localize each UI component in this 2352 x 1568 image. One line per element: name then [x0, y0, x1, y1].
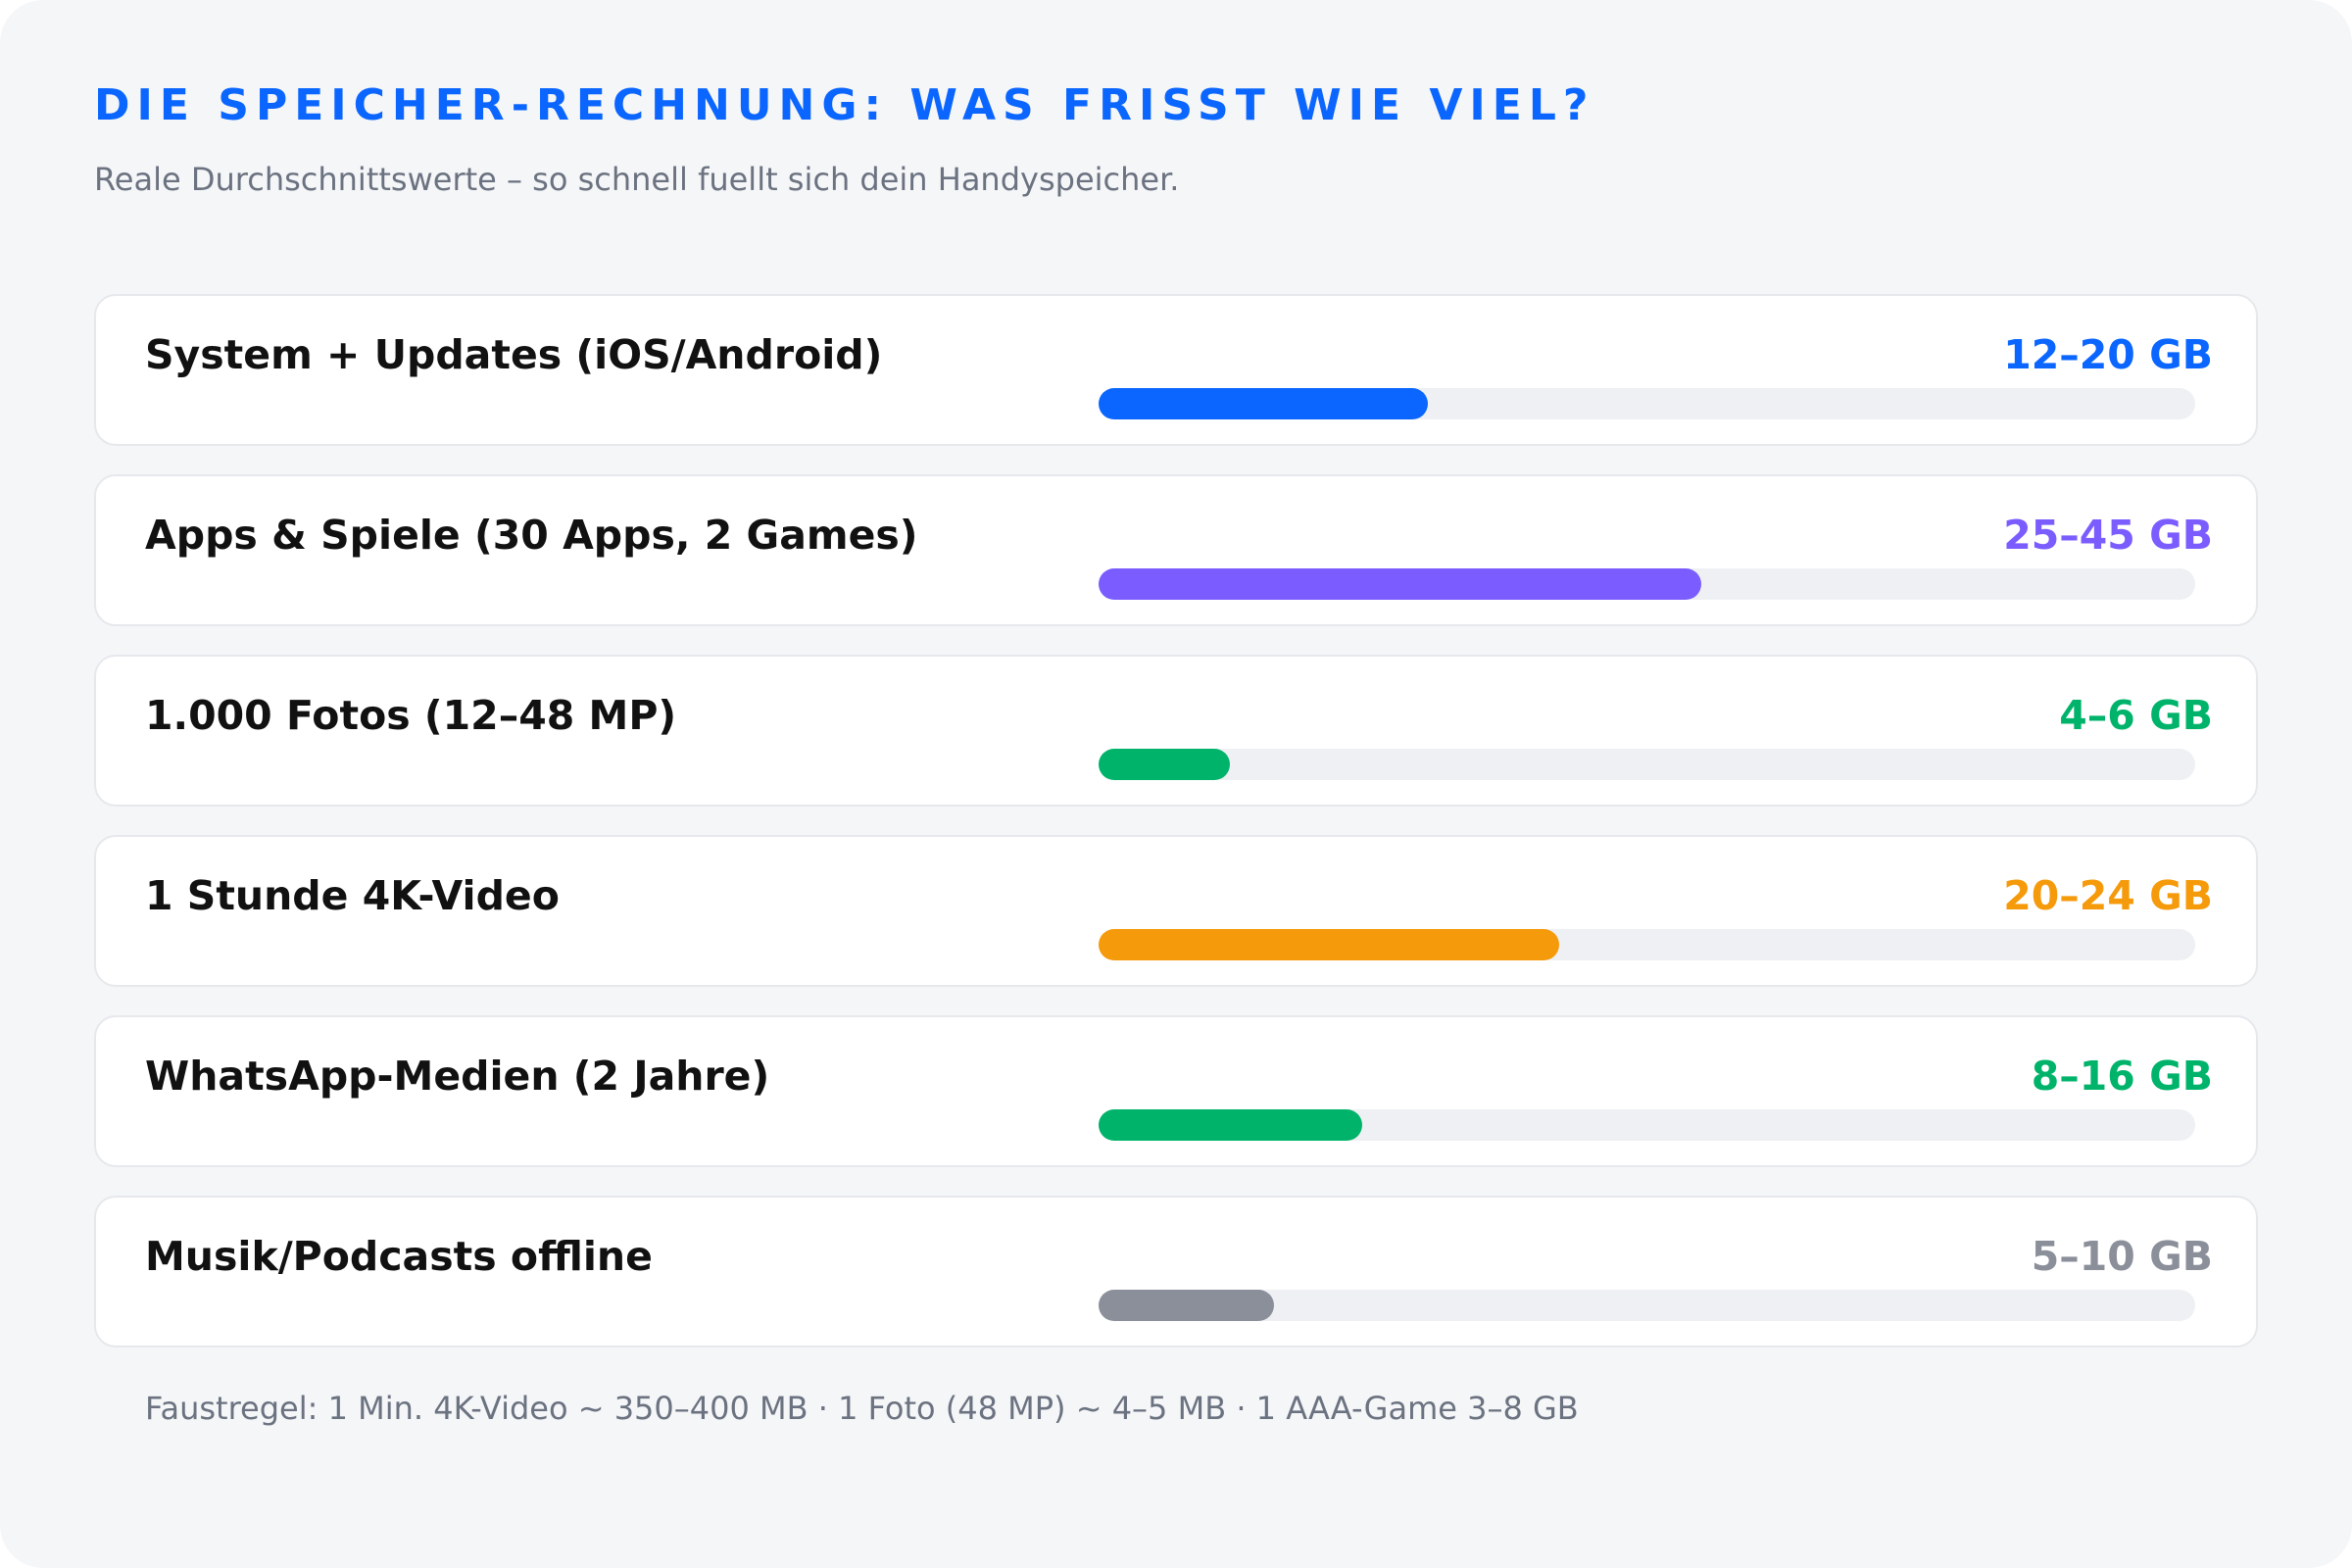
page-title: DIE SPEICHER-RECHNUNG: WAS FRISST WIE VI…	[94, 80, 1595, 130]
storage-row: System + Updates (iOS/Android) 12–20 GB	[94, 294, 2258, 446]
category-label: System + Updates (iOS/Android)	[145, 331, 883, 378]
value-label: 5–10 GB	[2031, 1233, 2213, 1280]
storage-row: Musik/Podcasts offline 5–10 GB	[94, 1196, 2258, 1348]
value-label: 12–20 GB	[2003, 331, 2213, 378]
bar-track	[1099, 1290, 2195, 1321]
bar-track	[1099, 929, 2195, 960]
bar-fill	[1099, 1109, 1362, 1141]
bar-track	[1099, 568, 2195, 600]
bar-fill	[1099, 388, 1428, 419]
storage-row: 1.000 Fotos (12–48 MP) 4–6 GB	[94, 655, 2258, 807]
bar-track	[1099, 388, 2195, 419]
value-label: 4–6 GB	[2059, 692, 2213, 739]
storage-row: WhatsApp-Medien (2 Jahre) 8–16 GB	[94, 1015, 2258, 1167]
bar-fill	[1099, 749, 1231, 780]
category-label: Musik/Podcasts offline	[145, 1233, 653, 1280]
bar-track	[1099, 1109, 2195, 1141]
category-label: Apps & Spiele (30 Apps, 2 Games)	[145, 512, 918, 559]
bar-track	[1099, 749, 2195, 780]
value-label: 8–16 GB	[2031, 1053, 2213, 1100]
bar-fill	[1099, 929, 1559, 960]
storage-row: Apps & Spiele (30 Apps, 2 Games) 25–45 GB	[94, 474, 2258, 626]
category-label: 1.000 Fotos (12–48 MP)	[145, 692, 677, 739]
value-label: 25–45 GB	[2003, 512, 2213, 559]
page-subtitle: Reale Durchschnittswerte – so schnell fu…	[94, 161, 1180, 198]
bar-fill	[1099, 568, 1702, 600]
category-label: WhatsApp-Medien (2 Jahre)	[145, 1053, 770, 1100]
footnote: Faustregel: 1 Min. 4K-Video ~ 350–400 MB…	[145, 1390, 1579, 1427]
storage-bar-list: System + Updates (iOS/Android) 12–20 GB Ap…	[94, 294, 2258, 1376]
value-label: 20–24 GB	[2003, 872, 2213, 919]
storage-row: 1 Stunde 4K-Video 20–24 GB	[94, 835, 2258, 987]
bar-fill	[1099, 1290, 1275, 1321]
category-label: 1 Stunde 4K-Video	[145, 872, 560, 919]
